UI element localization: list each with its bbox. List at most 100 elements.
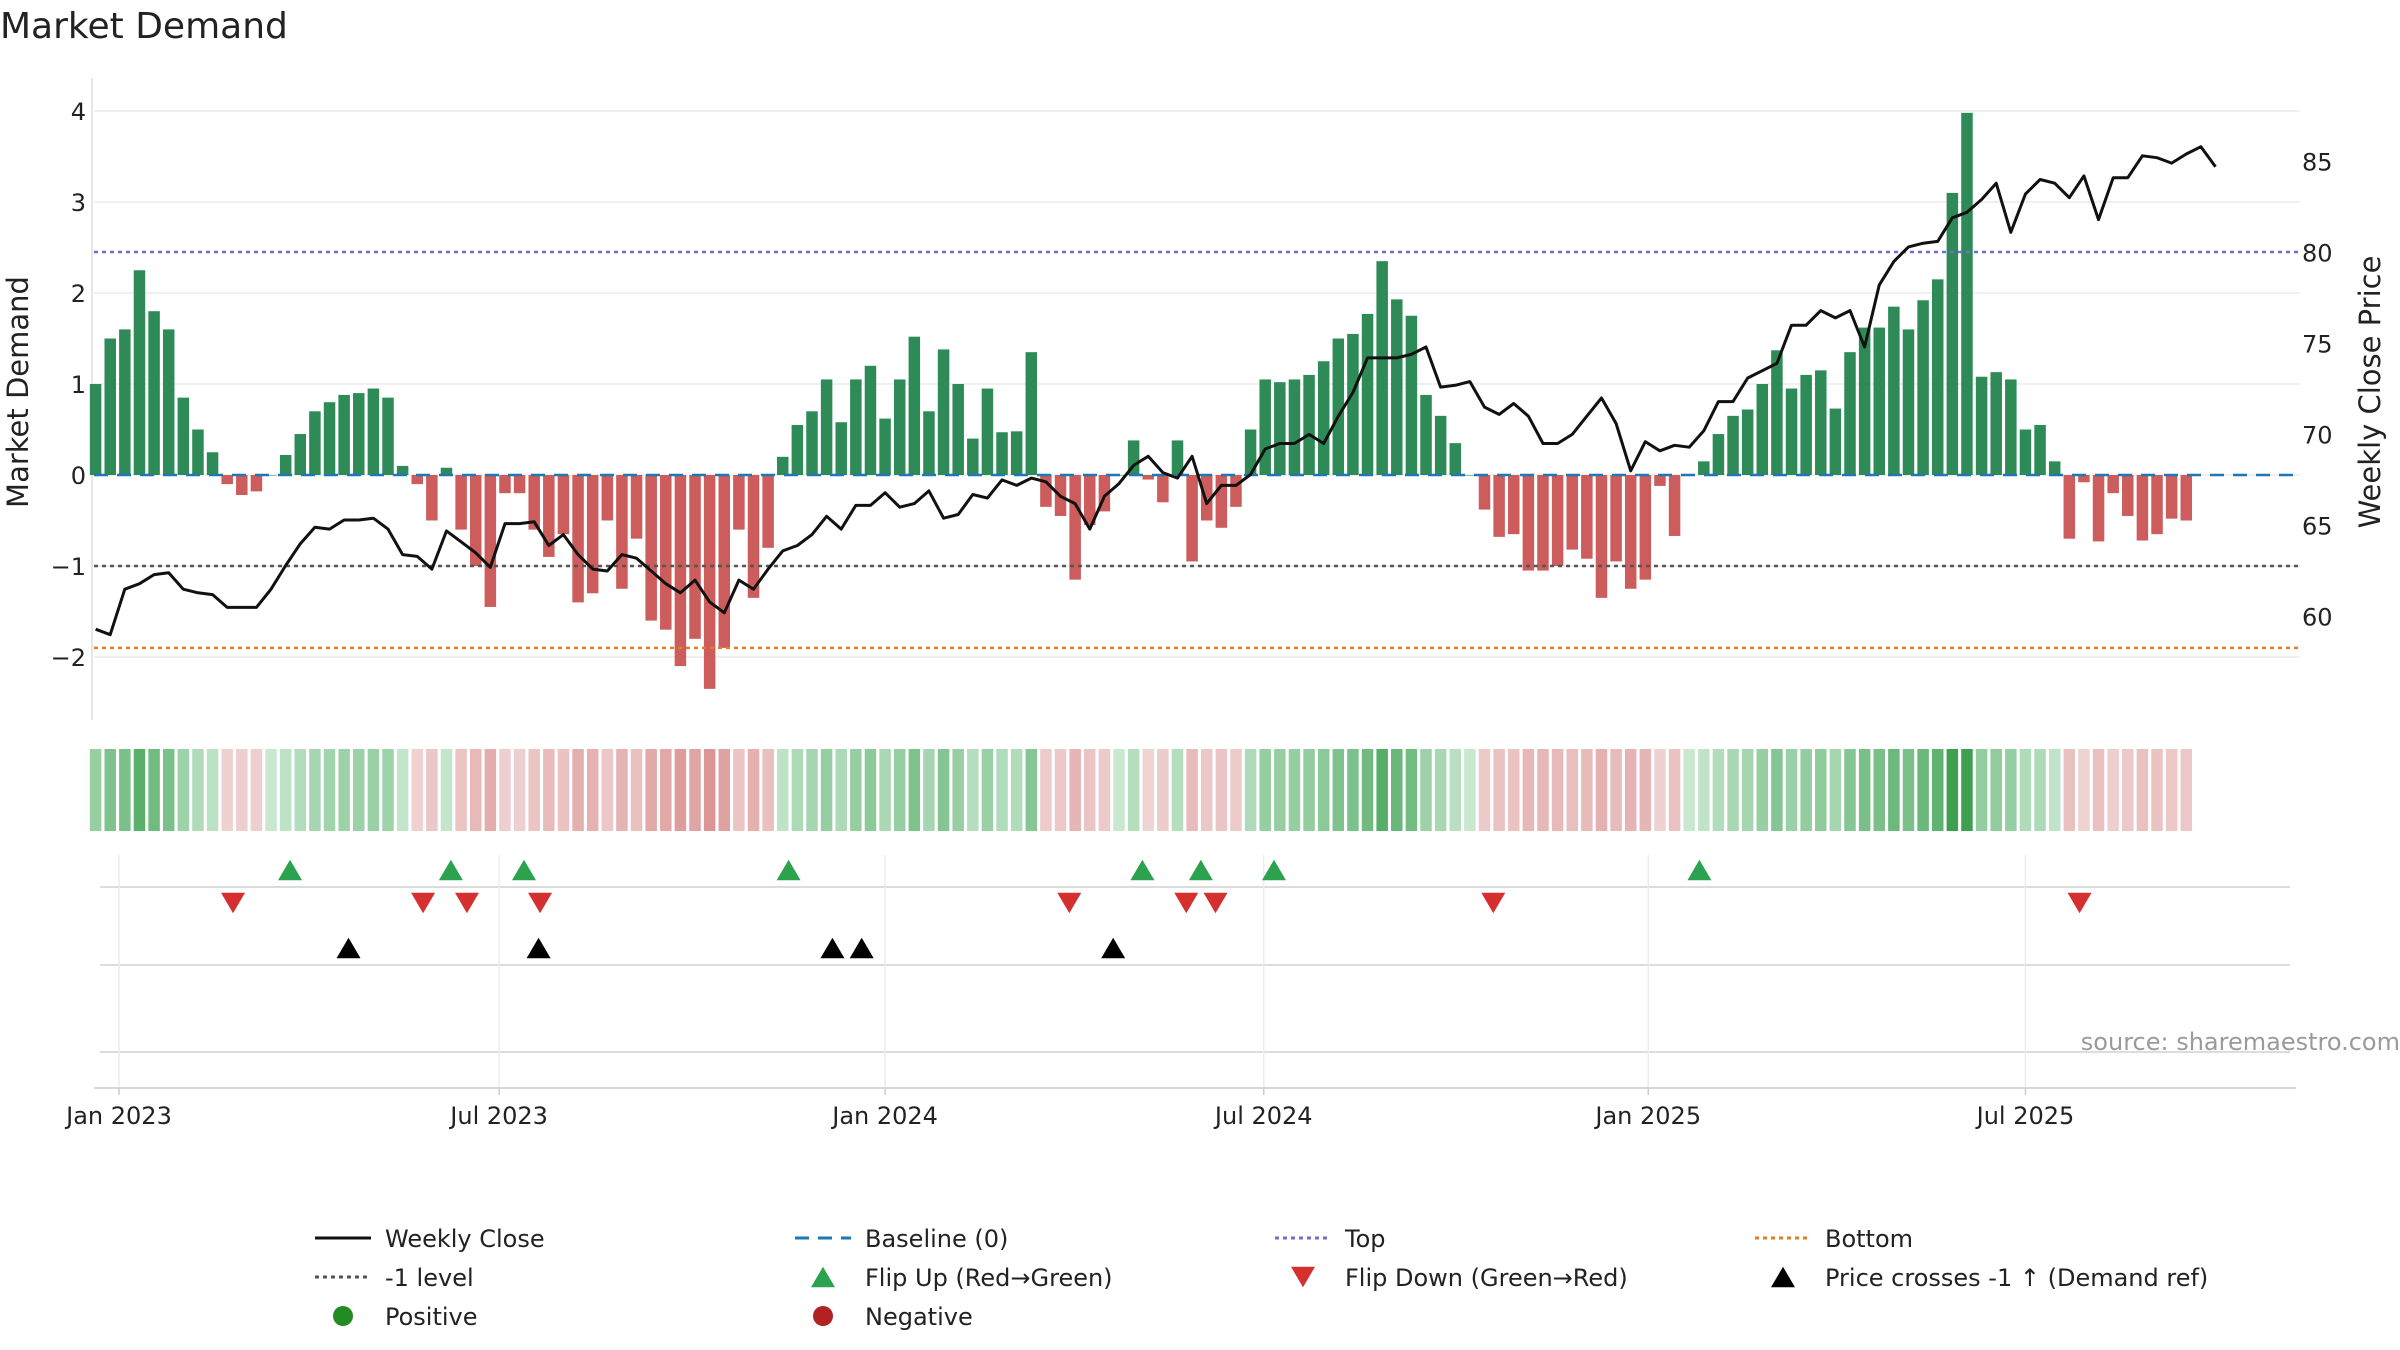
demand-bar xyxy=(645,475,657,621)
demand-bar xyxy=(1610,475,1622,562)
demand-bar xyxy=(104,338,116,475)
demand-bar xyxy=(309,411,321,475)
demand-bar xyxy=(1434,415,1447,475)
heat-cell xyxy=(2136,749,2149,831)
heat-cell xyxy=(660,749,672,831)
heat-cell xyxy=(1610,749,1622,831)
heat-cell xyxy=(1551,749,1564,831)
heat-cell xyxy=(616,749,628,831)
flip-up-marker xyxy=(1188,859,1213,881)
heat-cell xyxy=(1405,749,1418,831)
demand-bar xyxy=(426,475,438,521)
heat-cell xyxy=(338,749,350,831)
demand-bar xyxy=(1931,279,1944,475)
heat-cell xyxy=(923,749,935,831)
demand-bar xyxy=(338,394,350,475)
flip-up-marker xyxy=(278,859,303,881)
demand-bar xyxy=(1946,192,1959,475)
demand-bar xyxy=(557,475,570,535)
demand-bar xyxy=(718,475,731,648)
demand-bar xyxy=(1493,475,1505,537)
demand-bar xyxy=(1917,300,1929,475)
heat-cell xyxy=(1712,749,1725,831)
demand-bar xyxy=(952,384,964,475)
heat-cell xyxy=(689,749,701,831)
x-tick-label: Jan 2024 xyxy=(830,1102,938,1130)
heat-cell xyxy=(1917,749,1929,831)
heat-cell xyxy=(718,749,731,831)
demand-bar xyxy=(820,379,833,475)
heat-cell xyxy=(2019,749,2032,831)
demand-bar xyxy=(279,454,292,475)
heat-cell xyxy=(1332,749,1345,831)
weekly-close-line xyxy=(95,145,2217,637)
heat-cell xyxy=(499,749,511,831)
demand-bar xyxy=(513,475,526,494)
heat-cell xyxy=(2063,749,2076,831)
heat-cell xyxy=(1142,749,1154,831)
demand-bar xyxy=(1171,440,1184,475)
demand-bar xyxy=(440,467,453,475)
heat-cell xyxy=(1931,749,1944,831)
demand-bar xyxy=(850,379,862,475)
demand-bar xyxy=(1888,306,1900,475)
demand-bar xyxy=(776,456,789,475)
flip-down-marker xyxy=(1481,892,1506,914)
demand-bar xyxy=(1858,327,1871,475)
heat-cell xyxy=(1054,749,1067,831)
heat-cell xyxy=(820,749,833,831)
heat-cell xyxy=(674,749,687,831)
heat-cell xyxy=(104,749,116,831)
heat-cell xyxy=(996,749,1008,831)
heat-cell xyxy=(1581,749,1593,831)
heat-cell xyxy=(1873,749,1885,831)
heat-cell xyxy=(119,749,131,831)
heat-cell xyxy=(294,749,307,831)
demand-bar xyxy=(1727,415,1739,475)
heat-cell xyxy=(1522,749,1535,831)
demand-bar xyxy=(2180,475,2193,521)
heat-cell xyxy=(1756,749,1769,831)
heat-cell xyxy=(1420,749,1432,831)
heat-cell xyxy=(1668,749,1681,831)
heat-cell xyxy=(221,749,233,831)
demand-bar xyxy=(1551,475,1564,566)
y-tick-label-right: 85 xyxy=(2302,148,2333,176)
heat-cell xyxy=(367,749,380,831)
legend-item: Price crosses -1 ↑ (Demand ref) xyxy=(1771,1264,2208,1292)
heat-cell xyxy=(1493,749,1505,831)
demand-bar xyxy=(543,475,555,557)
heat-cell xyxy=(1040,749,1052,831)
heat-cell xyxy=(2078,749,2090,831)
demand-bar xyxy=(1844,352,1856,475)
heat-cell xyxy=(572,749,584,831)
heat-cell xyxy=(1010,749,1023,831)
y-tick-label-left: 3 xyxy=(71,189,86,217)
demand-bar xyxy=(1829,408,1842,475)
heat-cell xyxy=(236,749,248,831)
demand-bar xyxy=(937,349,950,475)
heat-cell xyxy=(1259,749,1271,831)
demand-bar xyxy=(1215,475,1228,528)
flip-down-marker xyxy=(528,892,553,914)
demand-bar xyxy=(1376,261,1388,475)
heat-cell xyxy=(1069,749,1081,831)
demand-bar xyxy=(1025,352,1038,475)
heat-cell xyxy=(1858,749,1871,831)
flip-up-marker xyxy=(1687,859,1712,881)
heat-cell xyxy=(2122,749,2134,831)
demand-bar xyxy=(1361,313,1374,475)
heat-cell xyxy=(630,749,643,831)
demand-bar xyxy=(1303,374,1315,475)
demand-bar xyxy=(1391,299,1403,475)
heat-cell xyxy=(1215,749,1228,831)
demand-bar xyxy=(1654,475,1666,486)
y-tick-label-right: 75 xyxy=(2302,330,2333,358)
flip-down-marker xyxy=(1057,892,1082,914)
y-tick-label-left: 0 xyxy=(71,462,86,490)
demand-bar xyxy=(1332,338,1345,475)
demand-bar xyxy=(806,411,818,475)
legend-label: Negative xyxy=(865,1303,973,1331)
heat-cell xyxy=(1434,749,1447,831)
flip-down-marker xyxy=(221,892,246,914)
